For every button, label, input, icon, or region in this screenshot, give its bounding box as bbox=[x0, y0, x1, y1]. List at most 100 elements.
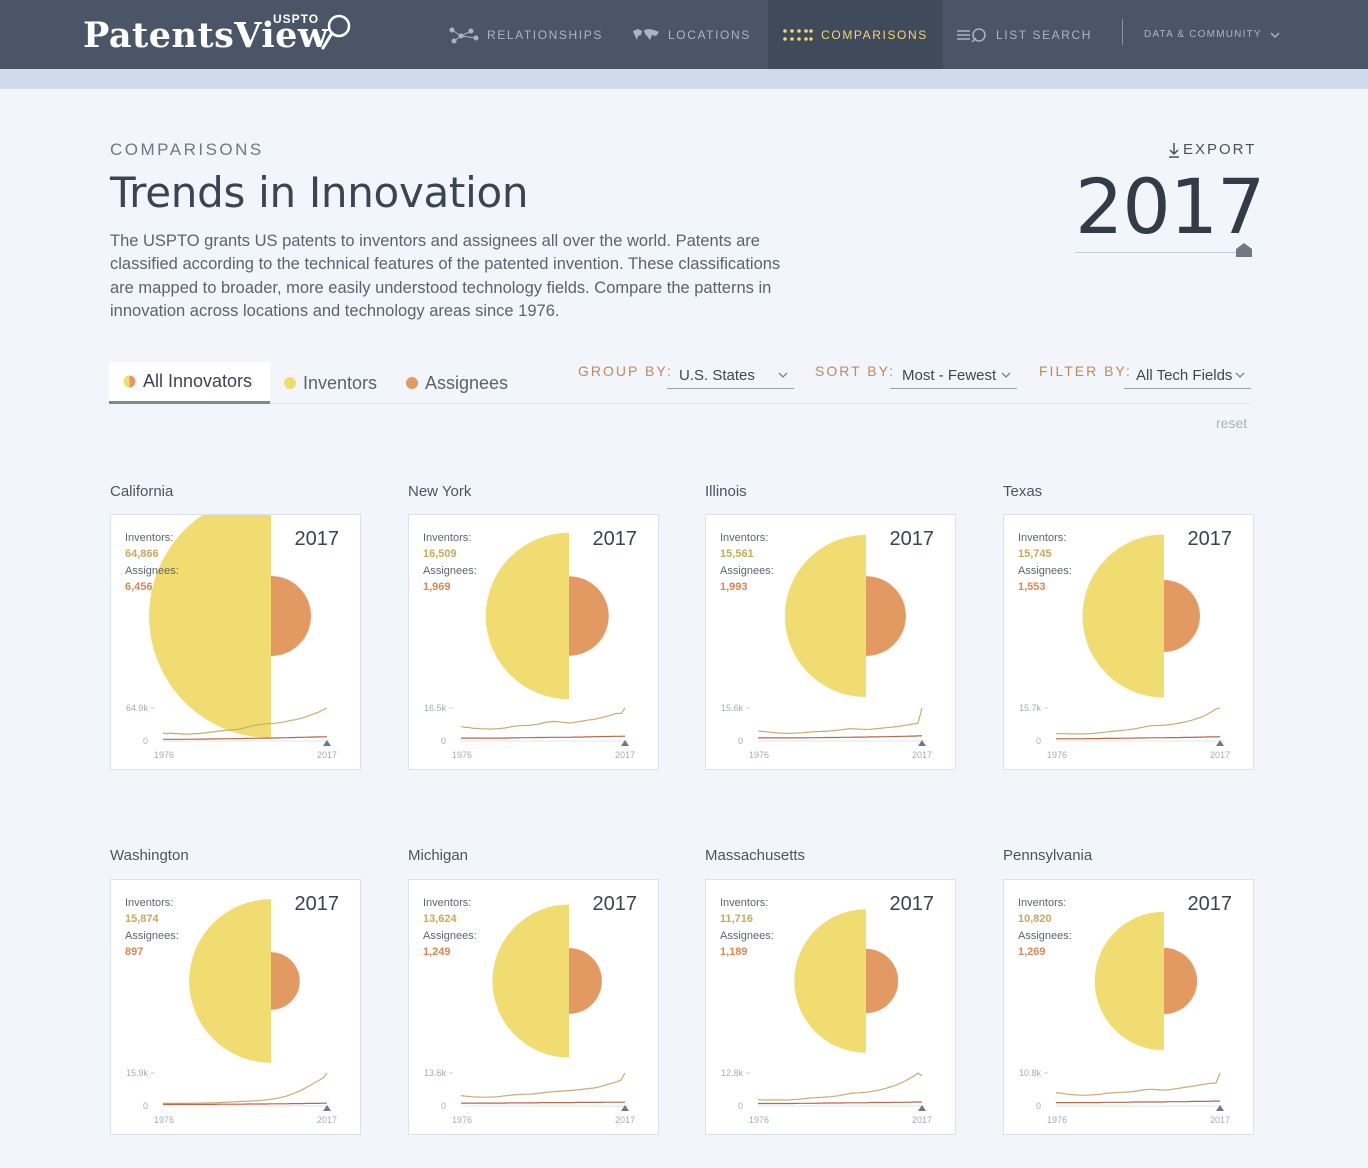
reset-link[interactable]: reset bbox=[1216, 415, 1248, 431]
state-card[interactable]: 15.7k 0 1976 2017 Inventors: 15,745 Assignees:… bbox=[1003, 514, 1254, 770]
x-axis-start-label: 1976 bbox=[749, 750, 769, 760]
x-axis-start-label: 1976 bbox=[154, 750, 174, 760]
filter-by-select[interactable]: All Tech Fields bbox=[1124, 362, 1251, 389]
tab-all-innovators[interactable]: All Innovators bbox=[109, 362, 270, 404]
chevron-down-icon bbox=[1001, 372, 1011, 378]
year-marker-icon bbox=[1216, 1105, 1224, 1111]
inventors-trend-line bbox=[460, 1072, 626, 1098]
nav-locations[interactable]: LOCATIONS bbox=[632, 0, 751, 69]
assignees-half-circle[interactable] bbox=[866, 948, 899, 1014]
y-axis-zero-label: 0 bbox=[738, 736, 743, 746]
y-axis-max-label: 16.5k bbox=[424, 703, 447, 713]
assignees-half-circle[interactable] bbox=[1164, 947, 1198, 1015]
inventors-half-circle[interactable] bbox=[189, 899, 271, 1063]
y-axis-max-label: 10.8k bbox=[1019, 1068, 1042, 1078]
inventors-half-circle[interactable] bbox=[784, 534, 866, 698]
year-marker-icon bbox=[621, 740, 629, 746]
magnifier-icon bbox=[321, 14, 351, 50]
page-title: Trends in Innovation bbox=[110, 168, 529, 217]
nav-data-community-label: DATA & COMMUNITY bbox=[1144, 29, 1262, 40]
nav-comparisons[interactable]: COMPARISONS bbox=[768, 0, 943, 69]
y-axis-zero-label: 0 bbox=[143, 1101, 148, 1111]
state-name: Texas bbox=[1003, 483, 1043, 500]
export-label: EXPORT bbox=[1183, 141, 1257, 158]
card-year: 2017 bbox=[889, 893, 935, 915]
year-slider-handle[interactable] bbox=[1236, 243, 1252, 257]
state-name: New York bbox=[408, 483, 472, 500]
tab-assignees-label: Assignees bbox=[425, 372, 509, 393]
inventors-count: 16,509 bbox=[423, 548, 457, 560]
inventors-label: Inventors: bbox=[720, 532, 769, 544]
chevron-down-icon bbox=[1235, 372, 1245, 378]
state-name: Washington bbox=[110, 847, 189, 864]
sort-by-select[interactable]: Most - Fewest bbox=[890, 362, 1017, 389]
assignees-half-circle[interactable] bbox=[569, 576, 609, 656]
nav-divider bbox=[1122, 19, 1123, 45]
assignees-count: 1,189 bbox=[720, 946, 748, 958]
assignees-half-circle[interactable] bbox=[271, 576, 311, 656]
patentsview-logo[interactable]: PatentsView USPTO bbox=[83, 12, 351, 58]
state-card[interactable]: 15.6k 0 1976 2017 Inventors: 15,561 Assignees:… bbox=[705, 514, 956, 770]
inventors-trend-line bbox=[460, 707, 626, 730]
assignees-half-circle[interactable] bbox=[271, 952, 300, 1010]
tab-all-innovators-label: All Innovators bbox=[143, 371, 253, 391]
inventors-half-circle[interactable] bbox=[492, 904, 569, 1058]
year-marker-icon bbox=[918, 740, 926, 746]
inventors-half-circle[interactable] bbox=[794, 909, 866, 1053]
state-chart: 12.8k 0 1976 2017 bbox=[721, 909, 932, 1125]
assignees-count: 897 bbox=[125, 946, 144, 958]
inventors-count: 15,874 bbox=[125, 913, 159, 925]
inventor-dot-icon bbox=[284, 377, 296, 389]
y-axis-zero-label: 0 bbox=[1036, 736, 1041, 746]
inventors-trend-line bbox=[1055, 707, 1221, 735]
x-axis-start-label: 1976 bbox=[154, 1115, 174, 1125]
state-card[interactable]: 15.9k 0 1976 2017 Inventors: 15,874 Assignees:… bbox=[110, 879, 361, 1135]
assignees-half-circle[interactable] bbox=[1164, 580, 1200, 652]
x-axis-end-label: 2017 bbox=[1210, 1115, 1230, 1125]
assignees-trend-line bbox=[1056, 736, 1221, 740]
state-card[interactable]: 13.6k 0 1976 2017 Inventors: 13,624 Assignees:… bbox=[408, 879, 659, 1135]
export-button[interactable]: EXPORT bbox=[1168, 141, 1256, 158]
inventors-trend-line bbox=[1055, 1072, 1221, 1096]
chevron-down-icon bbox=[778, 372, 788, 378]
assignees-half-circle[interactable] bbox=[866, 576, 906, 656]
assignees-count: 1,553 bbox=[1018, 581, 1046, 593]
inventors-half-circle[interactable] bbox=[1082, 534, 1164, 698]
assignees-label: Assignees: bbox=[720, 930, 774, 942]
state-card[interactable]: 16.5k 0 1976 2017 Inventors: 16,509 Assignees:… bbox=[408, 514, 659, 770]
state-name: Michigan bbox=[408, 847, 469, 864]
inventors-half-circle[interactable] bbox=[149, 515, 271, 738]
tab-assignees[interactable]: Assignees bbox=[392, 362, 522, 404]
assignees-half-circle[interactable] bbox=[569, 948, 602, 1014]
card-year: 2017 bbox=[1187, 528, 1233, 550]
state-chart: 15.9k 0 1976 2017 bbox=[126, 899, 337, 1125]
state-chart: 16.5k 0 1976 2017 bbox=[424, 532, 635, 760]
group-by-select[interactable]: U.S. States bbox=[667, 362, 794, 389]
nav-relationships[interactable]: RELATIONSHIPS bbox=[449, 0, 603, 69]
inventors-label: Inventors: bbox=[720, 897, 769, 909]
inventors-half-circle[interactable] bbox=[1094, 911, 1164, 1051]
state-name: Massachusetts bbox=[705, 847, 806, 864]
assignees-label: Assignees: bbox=[720, 565, 774, 577]
nav-list-search[interactable]: LIST SEARCH bbox=[956, 0, 1092, 69]
inventors-half-circle[interactable] bbox=[485, 532, 569, 700]
x-axis-end-label: 2017 bbox=[317, 750, 337, 760]
assignees-count: 6,456 bbox=[125, 581, 153, 593]
assignees-trend-line bbox=[1056, 1100, 1220, 1104]
year-marker-icon bbox=[918, 1105, 926, 1111]
y-axis-max-label: 15.9k bbox=[126, 1068, 149, 1078]
state-card[interactable]: 10.8k 0 1976 2017 Inventors: 10,820 Assignees:… bbox=[1003, 879, 1254, 1135]
assignees-label: Assignees: bbox=[1018, 930, 1072, 942]
nav-data-community[interactable]: DATA & COMMUNITY bbox=[1144, 0, 1280, 69]
world-map-icon bbox=[633, 28, 659, 40]
state-card[interactable]: 64.9k 0 1976 2017 Inventors: 64,866 Assignees:… bbox=[110, 514, 361, 770]
nav-comparisons-label: COMPARISONS bbox=[821, 27, 928, 42]
card-year: 2017 bbox=[294, 528, 340, 550]
tab-inventors[interactable]: Inventors bbox=[270, 362, 391, 404]
state-card[interactable]: 12.8k 0 1976 2017 Inventors: 11,716 Assignees:… bbox=[705, 879, 956, 1135]
chevron-down-icon bbox=[1270, 31, 1280, 38]
year-slider-track[interactable] bbox=[1075, 252, 1251, 253]
sort-by-label: SORT BY: bbox=[815, 363, 896, 379]
state-chart: 13.6k 0 1976 2017 bbox=[424, 904, 635, 1125]
nav-list-search-label: LIST SEARCH bbox=[996, 27, 1093, 42]
